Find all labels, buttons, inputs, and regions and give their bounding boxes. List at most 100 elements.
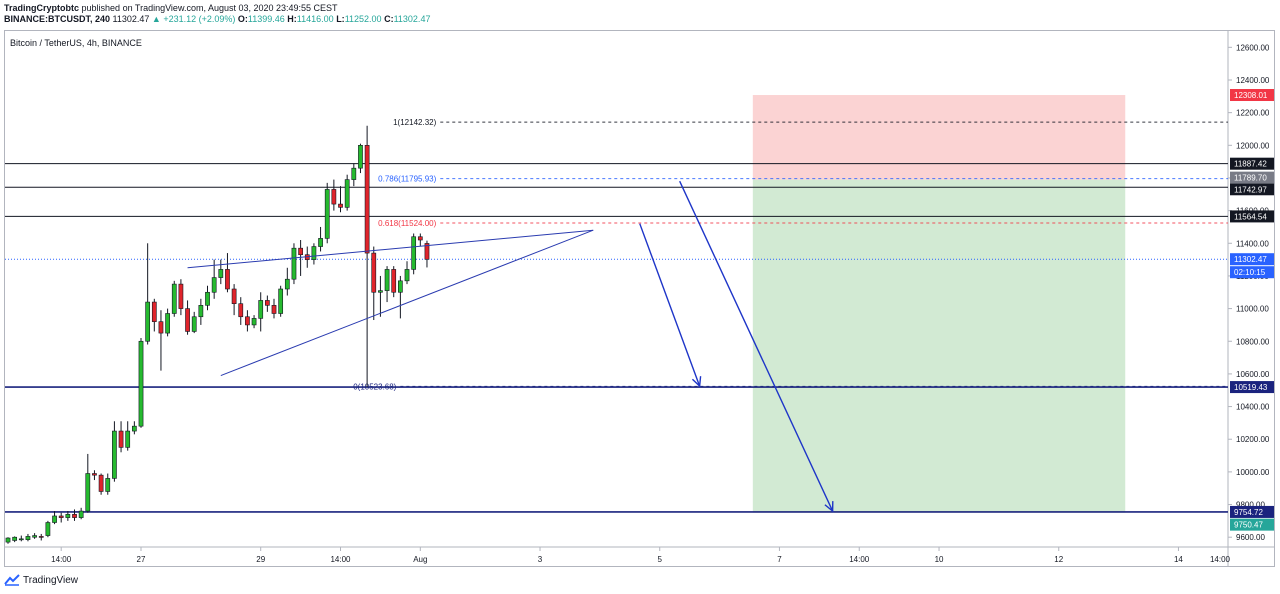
entry-price-badge-label: 11789.70	[1234, 174, 1267, 183]
candle	[211, 259, 217, 299]
candle	[185, 300, 190, 335]
chart-frame[interactable]	[4, 30, 1275, 567]
published-text: published on TradingView.com, August 03,…	[81, 3, 338, 13]
close-value: 11302.47	[393, 14, 431, 24]
publish-info: TradingCryptobtc published on TradingVie…	[4, 3, 338, 14]
candle	[404, 261, 410, 285]
candle-body	[417, 236, 423, 241]
candle-body	[371, 252, 377, 293]
candle-body	[264, 300, 270, 306]
candle	[58, 512, 64, 523]
candle-body	[391, 269, 397, 293]
candle-body	[52, 515, 57, 523]
take-profit-zone	[752, 179, 1126, 513]
x-tick-label: 14:00	[1210, 555, 1231, 564]
symbol-info: BINANCE:BTCUSDT, 240 11302.47 ▲ +231.12 …	[4, 14, 431, 24]
support-1-badge	[1230, 381, 1274, 394]
candle-body	[198, 305, 204, 318]
candle-body	[231, 288, 237, 304]
candle	[205, 285, 210, 311]
candle	[145, 243, 151, 345]
candle-body	[65, 514, 71, 518]
candle	[398, 275, 403, 319]
candle-body	[358, 145, 363, 169]
change-value: ▲ +231.12 (+2.09%)	[151, 14, 236, 24]
candle-body	[225, 269, 230, 290]
candle-body	[258, 300, 264, 319]
candle-body	[211, 277, 217, 293]
candle-body	[364, 145, 370, 254]
x-tick-label: 29	[256, 555, 265, 564]
candle-body	[5, 537, 11, 543]
x-tick-label: 5	[658, 555, 663, 564]
candle-body	[98, 474, 104, 492]
candle-body	[45, 522, 51, 536]
candle-body	[165, 313, 170, 334]
publisher-name[interactable]: TradingCryptobtc	[4, 3, 80, 13]
candle	[384, 266, 390, 303]
x-tick-label: 10	[935, 555, 944, 564]
candle	[52, 511, 57, 525]
symbol-line: BINANCE:BTCUSDT, 240	[4, 14, 111, 24]
candle	[291, 243, 297, 285]
y-tick-label: 10200.00	[1236, 435, 1270, 444]
candle-body	[145, 301, 151, 342]
candle	[25, 533, 31, 542]
candle	[198, 298, 204, 325]
support-1-badge-label: 10519.43	[1234, 383, 1268, 392]
candle	[78, 507, 84, 520]
candle	[251, 315, 257, 329]
projection-arrow-head	[691, 376, 702, 388]
x-tick-label: 14:00	[51, 555, 72, 564]
candle-body	[338, 203, 343, 208]
candle-body	[138, 340, 144, 427]
candle	[391, 266, 397, 298]
candle-body	[191, 316, 197, 332]
y-tick-label: 12400.00	[1236, 76, 1270, 85]
bar-countdown-badge	[1230, 266, 1274, 279]
candle	[238, 297, 244, 325]
candle-body	[298, 247, 303, 256]
y-tick-label: 12200.00	[1236, 109, 1270, 118]
candle	[98, 473, 104, 495]
stop-loss-zone	[752, 95, 1126, 180]
candle-body	[131, 425, 137, 432]
candle-body	[318, 238, 323, 247]
candle-body	[12, 536, 18, 541]
projection-arrow-line	[679, 180, 834, 512]
candle	[364, 125, 370, 387]
candle	[131, 421, 137, 435]
candle	[371, 246, 377, 321]
candle-body	[85, 473, 91, 512]
candle	[151, 298, 157, 332]
candle	[5, 537, 11, 544]
y-tick-label: 10600.00	[1236, 370, 1270, 379]
candle-body	[331, 189, 337, 205]
projection-arrow-head	[824, 501, 834, 513]
support-2-badge-label: 9754.72	[1234, 508, 1263, 517]
candle	[105, 473, 111, 495]
candle-body	[78, 510, 84, 518]
target-price-badge-label: 9750.47	[1234, 521, 1263, 530]
candle	[72, 509, 77, 521]
last-price-badge	[1230, 253, 1274, 266]
candle-body	[404, 269, 410, 282]
candle-body	[398, 280, 403, 293]
candle	[411, 233, 417, 275]
candle-body	[411, 236, 417, 270]
candle-body	[25, 536, 31, 540]
candle-body	[205, 291, 210, 306]
support-2-badge	[1230, 505, 1274, 518]
candle-body	[271, 305, 277, 314]
candle-body	[251, 318, 257, 326]
candle-body	[58, 515, 64, 518]
open-value: 11399.46	[247, 14, 285, 24]
wedge-upper-line	[187, 229, 594, 269]
candle	[424, 240, 430, 268]
footer-brand[interactable]: TradingView	[23, 574, 79, 586]
tradingview-logo-icon[interactable]	[4, 574, 20, 586]
resistance-3-badge	[1230, 210, 1274, 223]
y-tick-label: 10000.00	[1236, 468, 1270, 477]
fib-level-label: 1(12142.32)	[393, 118, 436, 127]
